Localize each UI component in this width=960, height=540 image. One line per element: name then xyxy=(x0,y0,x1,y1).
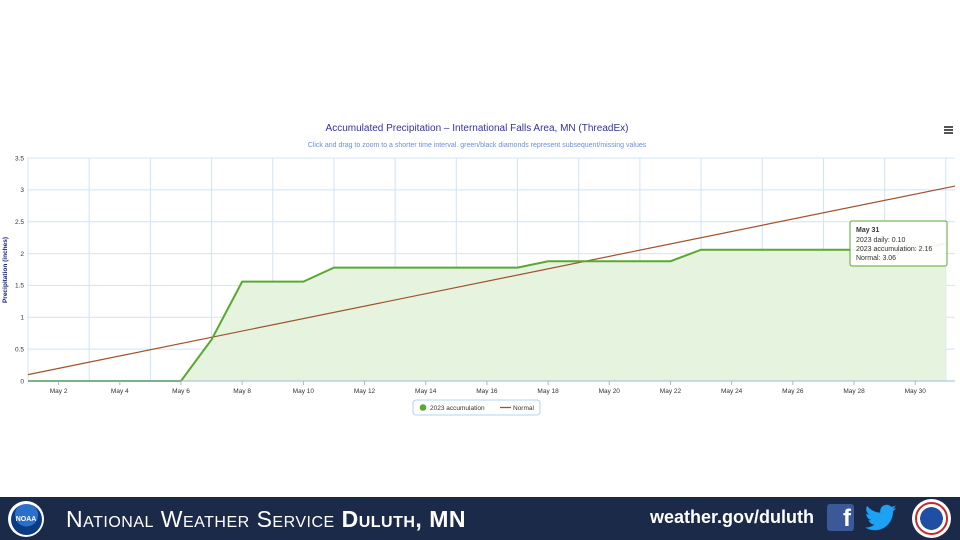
y-tick-label: 0 xyxy=(20,378,24,385)
tooltip-accumulation: 2023 accumulation: 2.16 xyxy=(856,246,932,253)
accumulation-area xyxy=(28,243,946,381)
x-tick-label: May 10 xyxy=(293,388,315,395)
y-axis-label: Precipitation (inches) xyxy=(2,237,9,303)
precipitation-chart[interactable]: Accumulated Precipitation – Internationa… xyxy=(0,0,960,497)
x-tick-label: May 18 xyxy=(537,388,559,395)
y-tick-label: 0.5 xyxy=(15,346,24,353)
chart-subtitle: Click and drag to zoom to a shorter time… xyxy=(308,142,647,149)
facebook-icon[interactable]: f xyxy=(827,504,854,531)
menu-bar xyxy=(944,132,953,134)
x-tick-label: May 28 xyxy=(843,388,865,395)
website-link[interactable]: weather.gov/duluth xyxy=(650,507,815,527)
legend-label-normal: Normal xyxy=(513,405,535,412)
y-tick-label: 2 xyxy=(20,251,24,258)
menu-bar xyxy=(944,129,953,131)
y-tick-label: 1 xyxy=(20,315,24,322)
x-tick-label: May 2 xyxy=(50,388,68,395)
x-tick-label: May 26 xyxy=(782,388,804,395)
legend-marker-accumulation xyxy=(419,404,427,411)
tooltip-normal: Normal: 3.06 xyxy=(856,255,896,262)
x-tick-label: May 22 xyxy=(660,388,682,395)
x-tick-label: May 14 xyxy=(415,388,437,395)
x-tick-label: May 4 xyxy=(111,388,129,395)
legend-item-accumulation[interactable]: 2023 accumulation xyxy=(419,404,485,412)
plot-area[interactable]: 0 0.5 1 1.5 2 2.5 3 3.5 May 2 May 4 May 6 May 8 May … xyxy=(15,155,956,395)
y-tick-label: 3 xyxy=(20,187,24,194)
x-tick-label: May 12 xyxy=(354,388,376,395)
y-tick-label: 1.5 xyxy=(15,283,24,290)
legend-item-normal[interactable]: Normal xyxy=(500,405,535,412)
x-tick-label: May 20 xyxy=(599,388,621,395)
noaa-logo-text: NOAA xyxy=(10,503,42,535)
x-tick-label: May 30 xyxy=(905,388,927,395)
y-tick-label: 3.5 xyxy=(15,155,24,162)
footer-title: National Weather Service Duluth, MN xyxy=(66,506,466,533)
nws-logo-emblem xyxy=(915,502,948,535)
legend-label-accumulation: 2023 accumulation xyxy=(430,405,485,412)
tooltip-daily: 2023 daily: 0.10 xyxy=(856,237,906,244)
tooltip: May 31 2023 daily: 0.10 2023 accumulatio… xyxy=(849,220,948,267)
footer-banner: NOAA National Weather Service Duluth, MN… xyxy=(0,497,960,540)
twitter-icon[interactable] xyxy=(865,504,897,532)
menu-bar xyxy=(944,126,953,128)
x-tick-label: May 24 xyxy=(721,388,743,395)
normal-line xyxy=(27,185,956,376)
tooltip-date: May 31 xyxy=(856,227,879,234)
x-tick-label: May 6 xyxy=(172,388,190,395)
office-name: Duluth, MN xyxy=(341,506,466,532)
x-tick-label: May 8 xyxy=(233,388,251,395)
noaa-logo[interactable]: NOAA xyxy=(8,501,44,537)
x-tick-label: May 16 xyxy=(476,388,498,395)
hamburger-menu-icon[interactable] xyxy=(944,126,953,134)
org-name: National Weather Service xyxy=(66,506,335,532)
legend: 2023 accumulation Normal xyxy=(412,399,541,416)
nws-logo[interactable] xyxy=(912,499,951,538)
chart-title: Accumulated Precipitation – Internationa… xyxy=(326,123,629,134)
y-tick-label: 2.5 xyxy=(15,219,24,226)
